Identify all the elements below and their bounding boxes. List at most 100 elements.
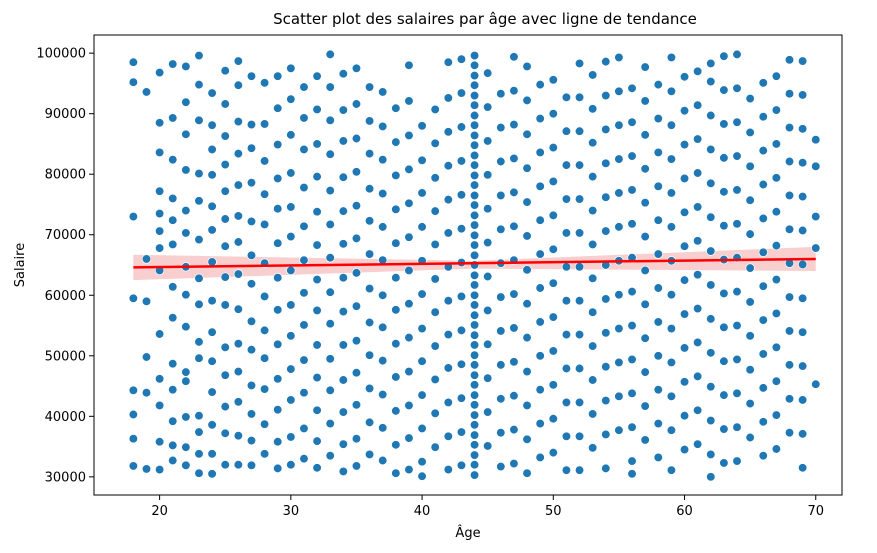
scatter-point [299, 182, 309, 193]
scatter-point [588, 104, 598, 114]
scatter-point [299, 255, 309, 265]
scatter-point [653, 249, 663, 259]
y-tick-label: 30000 [45, 470, 86, 485]
scatter-point [220, 272, 230, 282]
scatter-point [588, 138, 598, 148]
scatter-point [404, 332, 414, 343]
scatter-point [286, 364, 296, 374]
scatter-point [640, 299, 650, 309]
scatter-point [194, 427, 204, 437]
scatter-point [259, 419, 270, 429]
scatter-point [535, 283, 545, 293]
scatter-point [509, 357, 519, 367]
scatter-point [706, 314, 716, 324]
y-tick-label: 50000 [45, 349, 86, 364]
scatter-point [745, 229, 755, 239]
scatter-point [246, 71, 257, 81]
scatter-point [535, 317, 545, 327]
y-tick-label: 80000 [45, 168, 86, 183]
scatter-point [706, 110, 716, 121]
scatter-point [522, 265, 532, 275]
scatter-point [745, 263, 755, 273]
scatter-point [351, 167, 362, 177]
scatter-point [443, 161, 453, 171]
scatter-point [220, 99, 230, 109]
scatter-point [469, 130, 480, 141]
scatter-point [561, 296, 572, 306]
scatter-point [246, 435, 257, 446]
scatter-point [679, 444, 690, 455]
scatter-point [417, 289, 427, 299]
scatter-point [259, 291, 270, 302]
scatter-point [246, 316, 257, 326]
scatter-point [561, 363, 572, 374]
scatter-point [364, 449, 375, 460]
scatter-point [771, 105, 782, 115]
scatter-point [561, 262, 572, 272]
scatter-point [220, 241, 230, 251]
scatter-point [771, 173, 782, 183]
scatter-point [456, 325, 467, 336]
x-tick-label: 60 [676, 504, 693, 519]
scatter-point [797, 225, 808, 236]
scatter-point [338, 172, 348, 182]
scatter-point [417, 188, 427, 198]
scatter-point [456, 427, 467, 437]
scatter-point [601, 192, 611, 202]
scatter-point [181, 442, 191, 452]
scatter-point [378, 455, 388, 466]
scatter-point [601, 124, 611, 135]
scatter-point [154, 118, 165, 128]
scatter-point [364, 317, 375, 328]
scatter-point [627, 320, 637, 331]
plot-frame [93, 34, 843, 496]
scatter-point [286, 130, 296, 140]
scatter-point [469, 60, 480, 70]
scatter-point [220, 214, 230, 224]
scatter-point [312, 240, 322, 250]
scatter-point [797, 124, 808, 134]
scatter-point [286, 63, 296, 73]
scatter-point [233, 237, 244, 247]
scatter-point [207, 387, 217, 397]
scatter-point [220, 300, 230, 310]
scatter-point [154, 437, 165, 447]
scatter-point [443, 464, 453, 475]
scatter-point [351, 336, 362, 346]
scatter-point [732, 117, 742, 127]
scatter-point [141, 254, 152, 264]
scatter-point [351, 133, 362, 144]
scatter-point [588, 171, 598, 182]
scatter-point [601, 328, 611, 338]
scatter-point [168, 416, 178, 426]
scatter-point [207, 296, 217, 306]
trend-line [133, 257, 816, 269]
scatter-point [561, 431, 572, 441]
scatter-point [561, 397, 572, 408]
scatter-point [194, 50, 204, 61]
scatter-point [797, 259, 808, 270]
scatter-point [181, 412, 191, 422]
scatter-point [548, 75, 558, 85]
scatter-point [509, 424, 519, 435]
y-axis-label: Salaire [13, 243, 28, 287]
scatter-point [588, 273, 598, 283]
scatter-point [784, 326, 795, 336]
scatter-point [469, 410, 480, 420]
scatter-point [338, 69, 348, 79]
y-axis-ticks: 30000 40000 50000 60000 70000 80000 90000 10000… [36, 47, 94, 485]
scatter-point [299, 423, 309, 434]
scatter-point [496, 190, 506, 201]
scatter-point [548, 380, 558, 390]
scatter-point [692, 405, 703, 415]
scatter-point [745, 297, 755, 307]
scatter-point [325, 319, 335, 329]
scatter-point [286, 202, 296, 212]
scatter-point [273, 339, 283, 349]
scatter-point [378, 423, 388, 433]
scatter-point [286, 94, 296, 104]
scatter-point [246, 380, 257, 391]
scatter-point [273, 103, 283, 113]
scatter-point [378, 155, 388, 165]
scatter-point [614, 52, 624, 63]
